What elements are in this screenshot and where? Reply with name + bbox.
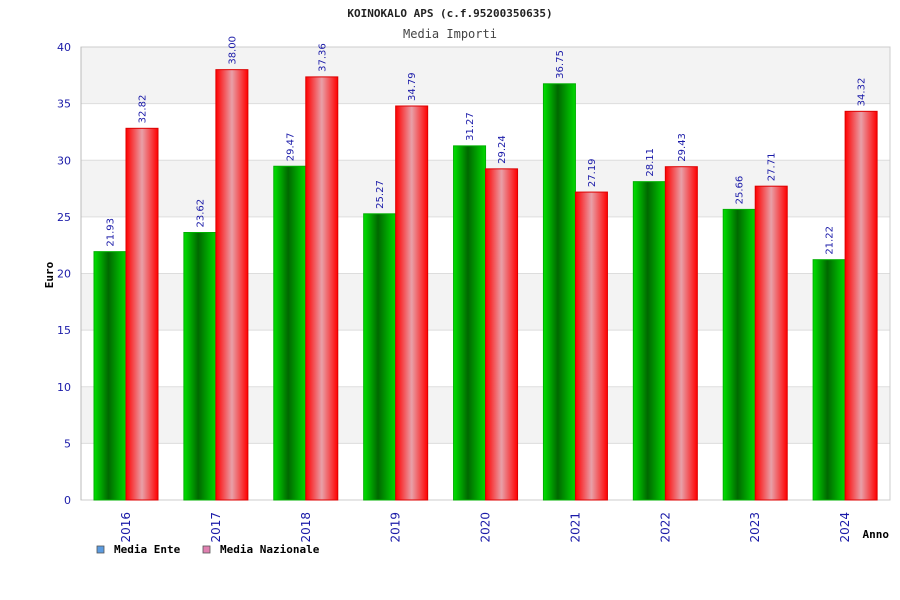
x-tick-label: 2017 (209, 512, 223, 543)
y-tick-label: 35 (57, 98, 71, 111)
data-label: 34.79 (407, 72, 418, 101)
bar (273, 165, 307, 501)
data-label: 37.36 (317, 43, 328, 72)
y-axis: 0 5 10 15 20 25 30 35 40 (57, 41, 82, 507)
data-label: 27.71 (767, 153, 778, 182)
data-label: 25.27 (375, 180, 386, 209)
data-label: 38.00 (227, 36, 238, 65)
data-label: 28.11 (645, 148, 656, 177)
data-label: 34.32 (857, 78, 868, 107)
bar (664, 166, 698, 501)
bar (183, 232, 217, 501)
x-tick-label: 2020 (479, 512, 493, 543)
bar (722, 208, 756, 501)
y-tick-label: 40 (57, 41, 71, 54)
data-label: 25.66 (735, 176, 746, 205)
bar (363, 213, 397, 501)
data-label: 32.82 (138, 95, 149, 124)
x-tick-label: 2024 (838, 512, 852, 543)
plot-band (81, 47, 890, 104)
y-tick-label: 25 (57, 211, 71, 224)
y-tick-label: 30 (57, 154, 71, 167)
legend-label: Media Nazionale (220, 543, 320, 556)
data-label: 21.93 (106, 218, 117, 247)
chart-subtitle: Media Importi (403, 27, 497, 41)
bar (754, 185, 788, 501)
x-tick-label: 2018 (299, 512, 313, 543)
y-tick-label: 10 (57, 381, 71, 394)
data-label: 29.47 (285, 133, 296, 162)
x-axis-label: Anno (863, 528, 890, 541)
value-labels: 21.93 32.82 23.62 38.00 29.47 37.36 25.27 34.79… (106, 36, 868, 255)
y-axis-label: Euro (43, 261, 56, 288)
data-label: 29.24 (497, 135, 508, 164)
bar (125, 127, 159, 501)
x-tick-label: 2019 (389, 512, 403, 543)
legend-label: Media Ente (114, 543, 181, 556)
bar (395, 105, 429, 501)
data-label: 21.22 (825, 226, 836, 255)
data-label: 31.27 (465, 112, 476, 141)
legend: Media Ente Media Nazionale (96, 543, 320, 556)
bars (93, 69, 878, 501)
bar (485, 168, 519, 501)
y-tick-label: 20 (57, 268, 71, 281)
x-tick-label: 2022 (658, 512, 672, 543)
bar (812, 259, 846, 501)
legend-swatch (96, 545, 105, 554)
data-label: 23.62 (195, 199, 206, 228)
data-label: 27.19 (587, 158, 598, 187)
bar (632, 181, 666, 501)
y-tick-label: 0 (64, 494, 71, 507)
data-label: 36.75 (555, 50, 566, 79)
data-label: 29.43 (677, 133, 688, 162)
x-tick-label: 2023 (748, 512, 762, 543)
x-tick-label: 2016 (119, 512, 133, 543)
bar (305, 76, 339, 501)
y-tick-label: 5 (64, 437, 71, 450)
bar (93, 251, 127, 501)
bar (574, 191, 608, 501)
chart-title: KOINOKALO APS (c.f.95200350635) (347, 7, 552, 20)
bar (542, 83, 576, 501)
bar (844, 110, 878, 501)
x-axis: 2016 2017 2018 2019 2020 2021 2022 2023 2024 (119, 512, 852, 543)
bar (453, 145, 487, 501)
bar (215, 69, 249, 501)
legend-swatch (202, 545, 211, 554)
x-tick-label: 2021 (568, 512, 582, 543)
y-tick-label: 15 (57, 324, 71, 337)
